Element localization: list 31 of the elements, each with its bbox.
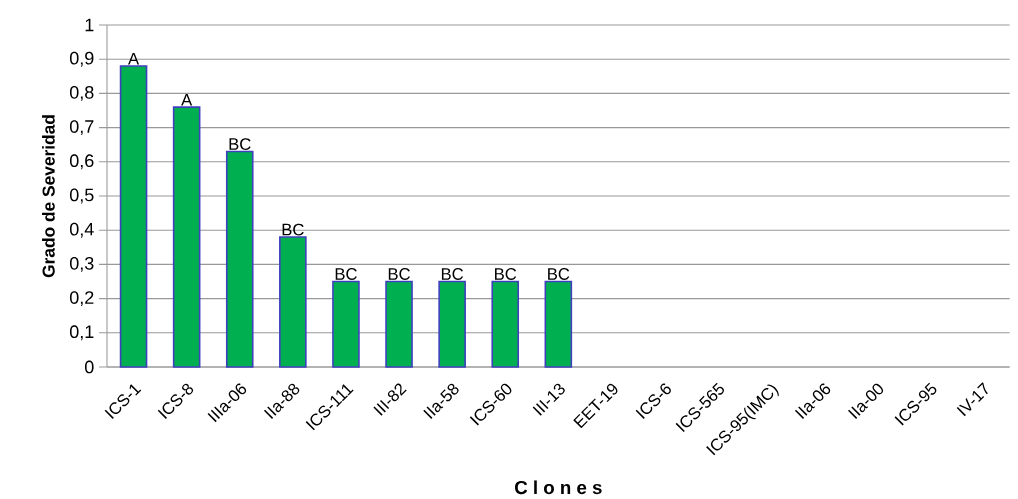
bar: [119, 65, 148, 368]
data-label: BC: [335, 268, 357, 281]
data-label: A: [128, 53, 140, 65]
bar: [279, 236, 307, 368]
data-label: BC: [441, 268, 464, 281]
y-tick-label: 1: [85, 19, 94, 32]
y-tick-label: 0,7: [69, 120, 94, 136]
y-tick-label: 0,5: [69, 188, 94, 204]
bar: [385, 280, 413, 368]
x-axis-title: C l o n e s: [515, 480, 602, 495]
y-tick-label: 0,8: [69, 86, 94, 102]
y-tick-label: 0,2: [69, 291, 94, 307]
y-tick-label: 0,9: [69, 51, 94, 67]
data-label: BC: [229, 138, 251, 151]
data-label: A: [181, 94, 193, 106]
y-axis-title: Grado de Severidad: [42, 115, 55, 278]
y-tick-label: 0: [84, 360, 94, 374]
data-label: BC: [548, 268, 570, 281]
bar: [544, 280, 573, 368]
y-tick-label: 0,1: [69, 325, 94, 341]
bar: [225, 150, 254, 368]
y-tick-label: 0,6: [69, 154, 94, 170]
data-label: BC: [282, 223, 304, 236]
y-tick-label: 0,4: [69, 222, 94, 238]
data-label: BC: [495, 268, 517, 281]
data-label: BC: [388, 268, 410, 281]
bar: [332, 280, 360, 368]
bar: [491, 280, 520, 368]
y-tick-label: 0,3: [69, 257, 94, 273]
bar: [438, 280, 466, 368]
bar: [172, 106, 201, 368]
